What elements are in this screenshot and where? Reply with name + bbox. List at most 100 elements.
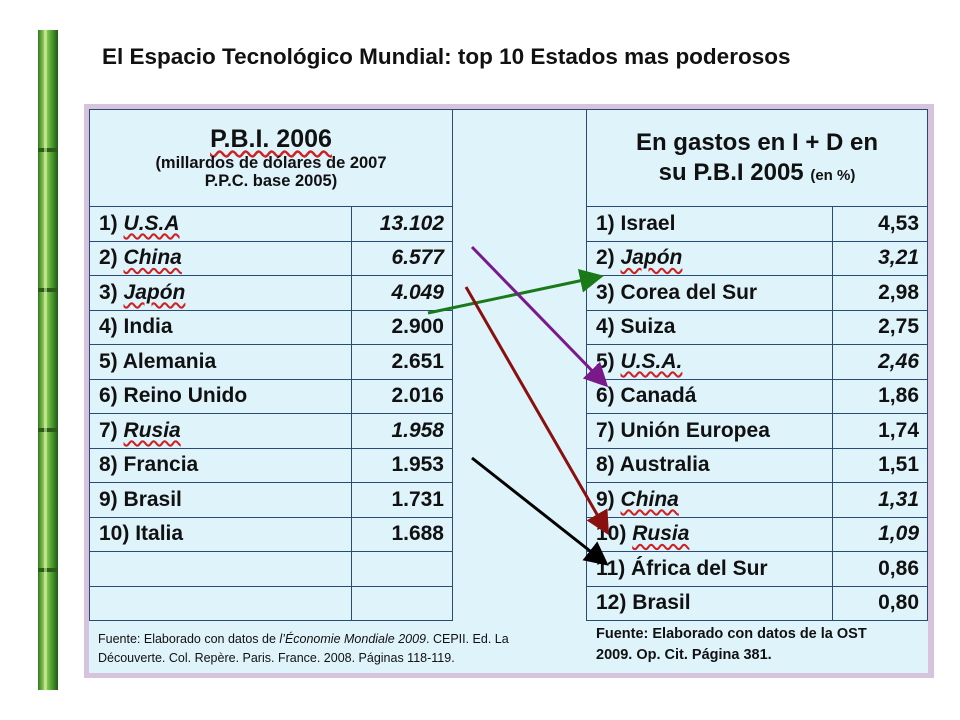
- rd-value: 0,80: [832, 585, 928, 621]
- bamboo-decoration: [38, 30, 58, 690]
- gdp-country: Reino Unido: [123, 384, 248, 408]
- rd-header-line2-wrap: su P.B.I 2005 (en %): [587, 158, 927, 188]
- rd-row: 2) Japón 3,21: [586, 240, 928, 276]
- gdp-empty-row: [89, 551, 453, 587]
- rd-value: 1,31: [832, 482, 928, 518]
- gdp-country: Italia: [135, 522, 184, 546]
- rd-value: 2,75: [832, 309, 928, 345]
- gdp-row: 10) Italia 1.688: [89, 516, 453, 552]
- gdp-value: 1.688: [351, 516, 453, 552]
- rd-country-cell: 1) Israel: [586, 206, 833, 242]
- rd-value: 2,98: [832, 275, 928, 311]
- rd-source-line2: 2009. Op. Cit. Página 381.: [596, 647, 772, 664]
- gdp-country-cell: 1) U.S.A: [89, 206, 352, 242]
- gdp-rank: 5): [99, 349, 118, 373]
- rd-country: Corea del Sur: [620, 280, 758, 304]
- rd-country: Israel: [620, 211, 676, 235]
- rd-country-cell: 2) Japón: [586, 240, 833, 276]
- gdp-row: 3) Japón 4.049: [89, 275, 453, 311]
- gdp-rank: 1): [99, 211, 118, 235]
- rd-country-cell: 3) Corea del Sur: [586, 275, 833, 311]
- gdp-table: P.B.I. 2006 (millardos de dólares de 200…: [89, 109, 453, 621]
- gdp-rank: 9): [99, 487, 118, 511]
- gdp-header-cell: P.B.I. 2006 (millardos de dólares de 200…: [89, 109, 453, 207]
- rd-header-unit: (en %): [810, 167, 856, 184]
- rd-rank: 1): [596, 211, 615, 235]
- rd-country-cell: 12) Brasil: [586, 585, 833, 621]
- gdp-source-note: Fuente: Elaborado con datos de l’Économi…: [98, 630, 578, 668]
- gdp-table-header: P.B.I. 2006 (millardos de dólares de 200…: [89, 109, 453, 207]
- rd-country-cell: 7) Unión Europea: [586, 413, 833, 449]
- gdp-row: 1) U.S.A 13.102: [89, 206, 453, 242]
- rd-country-cell: 9) China: [586, 482, 833, 518]
- gdp-country: India: [123, 315, 173, 339]
- gdp-header-base: P.P.C. base 2005): [204, 171, 338, 190]
- rd-country-cell: 6) Canadá: [586, 378, 833, 414]
- rd-rank: 3): [596, 280, 615, 304]
- rd-country-cell: 10) Rusia: [586, 516, 833, 552]
- gdp-rank: 7): [99, 418, 118, 442]
- gdp-country: Japón: [123, 280, 186, 304]
- rd-row: 3) Corea del Sur 2,98: [586, 275, 928, 311]
- gdp-row: 5) Alemania 2.651: [89, 344, 453, 380]
- middle-blank-column: [453, 109, 586, 623]
- rd-rank: 2): [596, 246, 615, 270]
- gdp-country: U.S.A: [123, 211, 180, 235]
- rd-country: U.S.A.: [620, 349, 683, 373]
- gdp-country: China: [123, 246, 182, 270]
- gdp-rank: 4): [99, 315, 118, 339]
- rd-value: 4,53: [832, 206, 928, 242]
- rd-value: 0,86: [832, 551, 928, 587]
- rd-rank: 10): [596, 522, 627, 546]
- gdp-rank: 10): [99, 522, 130, 546]
- gdp-source-rest: . CEPII. Ed. La: [426, 632, 509, 646]
- rd-header-line2: su P.B.I 2005: [658, 159, 804, 186]
- gdp-value: 1.953: [351, 447, 453, 483]
- gdp-country-cell: 8) Francia: [89, 447, 352, 483]
- gdp-row: 2) China 6.577: [89, 240, 453, 276]
- gdp-country-cell: 3) Japón: [89, 275, 352, 311]
- gdp-country-cell: 5) Alemania: [89, 344, 352, 380]
- rd-country-cell: 11) África del Sur: [586, 551, 833, 587]
- gdp-value: 2.900: [351, 309, 453, 345]
- gdp-rank: 6): [99, 384, 118, 408]
- gdp-row: 9) Brasil 1.731: [89, 482, 453, 518]
- gdp-source-publication: l’Économie Mondiale 2009: [279, 632, 427, 646]
- gdp-source-line2: Découverte. Col. Repère. Paris. France. …: [98, 650, 455, 665]
- gdp-country: Francia: [123, 453, 199, 477]
- rd-country: Canadá: [620, 384, 697, 408]
- gdp-country: Rusia: [123, 418, 181, 442]
- rd-row: 11) África del Sur 0,86: [586, 551, 928, 587]
- gdp-header-title: P.B.I. 2006: [210, 125, 332, 154]
- gdp-country-cell: 7) Rusia: [89, 413, 352, 449]
- rd-rank: 9): [596, 487, 615, 511]
- rd-country: África del Sur: [631, 556, 768, 580]
- gdp-country: Alemania: [122, 349, 217, 373]
- rd-header-line1: En gastos en I + D en: [635, 129, 879, 156]
- rd-country: Japón: [620, 246, 683, 270]
- gdp-row: 6) Reino Unido 2.016: [89, 378, 453, 414]
- gdp-row: 4) India 2.900: [89, 309, 453, 345]
- gdp-rank: 2): [99, 246, 118, 270]
- rd-source-note: Fuente: Elaborado con datos de la OST 20…: [596, 624, 926, 666]
- gdp-rank: 3): [99, 280, 118, 304]
- rd-rank: 12): [596, 591, 627, 615]
- gdp-value: 1.958: [351, 413, 453, 449]
- gdp-value: 1.731: [351, 482, 453, 518]
- rd-row: 6) Canadá 1,86: [586, 378, 928, 414]
- gdp-country-cell: 9) Brasil: [89, 482, 352, 518]
- rd-rank: 7): [596, 418, 615, 442]
- rd-value: 3,21: [832, 240, 928, 276]
- gdp-value: 2.651: [351, 344, 453, 380]
- gdp-country: Brasil: [123, 487, 182, 511]
- gdp-value: 4.049: [351, 275, 453, 311]
- gdp-value: 6.577: [351, 240, 453, 276]
- rd-table: En gastos en I + D en su P.B.I 2005 (en …: [586, 109, 928, 621]
- rd-value: 1,09: [832, 516, 928, 552]
- rd-country: Unión Europea: [620, 418, 770, 442]
- rd-row: 9) China 1,31: [586, 482, 928, 518]
- rd-row: 4) Suiza 2,75: [586, 309, 928, 345]
- rd-rank: 11): [596, 556, 626, 580]
- gdp-country-cell: 2) China: [89, 240, 352, 276]
- rd-country-cell: 5) U.S.A.: [586, 344, 833, 380]
